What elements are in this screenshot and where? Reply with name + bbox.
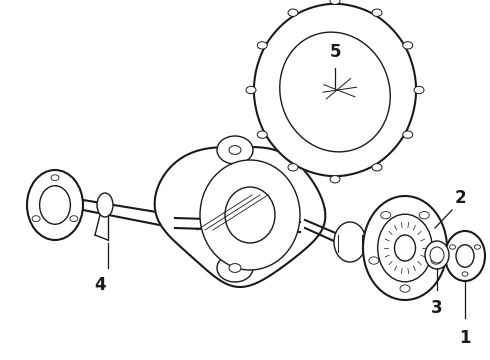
Circle shape	[400, 285, 410, 292]
Ellipse shape	[456, 245, 474, 267]
Circle shape	[431, 257, 441, 264]
Ellipse shape	[225, 187, 275, 243]
Circle shape	[372, 9, 382, 17]
Ellipse shape	[280, 32, 390, 152]
Circle shape	[403, 42, 413, 49]
Ellipse shape	[217, 136, 253, 164]
Circle shape	[229, 264, 241, 273]
Circle shape	[257, 42, 267, 49]
Text: 3: 3	[431, 299, 443, 317]
Text: 4: 4	[94, 276, 106, 294]
Polygon shape	[155, 147, 325, 287]
Circle shape	[288, 9, 298, 17]
Circle shape	[246, 86, 256, 94]
Circle shape	[229, 145, 241, 154]
Ellipse shape	[430, 247, 444, 263]
Circle shape	[32, 216, 40, 222]
Circle shape	[381, 212, 391, 219]
Ellipse shape	[334, 222, 366, 262]
Ellipse shape	[27, 170, 83, 240]
Polygon shape	[254, 4, 416, 176]
Ellipse shape	[97, 193, 113, 217]
Circle shape	[51, 175, 59, 181]
Circle shape	[369, 257, 379, 264]
Text: 5: 5	[329, 43, 341, 61]
Ellipse shape	[445, 231, 485, 281]
Text: 1: 1	[459, 329, 471, 347]
Circle shape	[288, 163, 298, 171]
Ellipse shape	[40, 186, 71, 224]
Circle shape	[70, 216, 78, 222]
Ellipse shape	[394, 235, 416, 261]
Ellipse shape	[200, 160, 300, 270]
Ellipse shape	[217, 254, 253, 282]
Circle shape	[403, 131, 413, 138]
Circle shape	[462, 272, 468, 276]
Circle shape	[449, 245, 456, 249]
Circle shape	[372, 163, 382, 171]
Ellipse shape	[425, 241, 449, 269]
Circle shape	[330, 0, 340, 4]
Ellipse shape	[363, 196, 447, 300]
Circle shape	[419, 212, 429, 219]
Ellipse shape	[378, 214, 432, 282]
Circle shape	[257, 131, 267, 138]
Text: 2: 2	[454, 189, 466, 207]
Circle shape	[414, 86, 424, 94]
Circle shape	[330, 176, 340, 183]
Circle shape	[474, 245, 481, 249]
